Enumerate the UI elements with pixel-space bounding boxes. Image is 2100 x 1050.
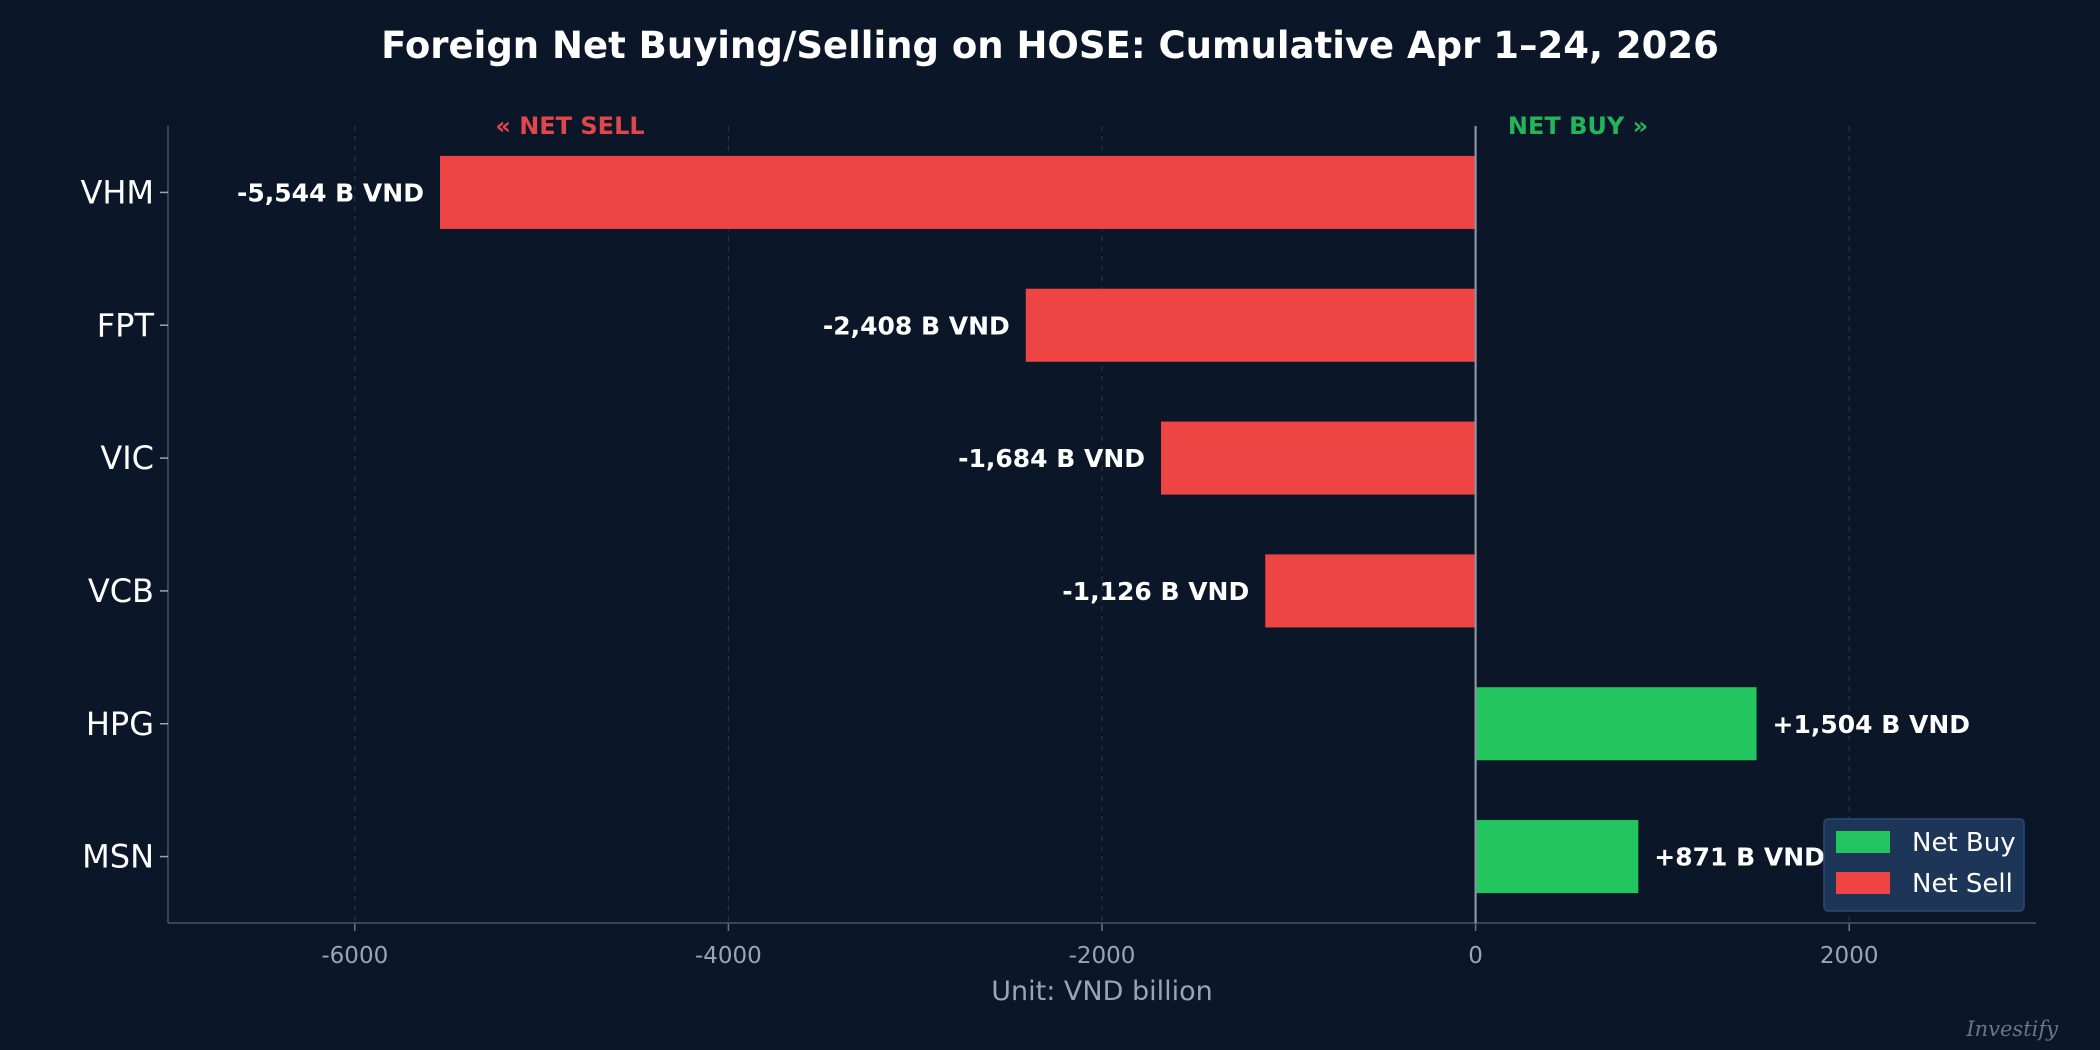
legend: Net Buy Net Sell [1823, 818, 2025, 912]
legend-swatch-net-buy [1836, 831, 1890, 853]
data-label-fpt: -2,408 B VND [823, 311, 1010, 340]
legend-label-net-sell: Net Sell [1912, 869, 2013, 899]
bar-msn [1475, 820, 1639, 894]
bar-hpg [1475, 687, 1757, 761]
watermark: Investify [1965, 1017, 2059, 1041]
bar-vcb [1265, 554, 1476, 628]
category-label-hpg: HPG [86, 705, 154, 743]
data-label-msn: +871 B VND [1654, 843, 1825, 872]
legend-swatch-net-sell [1836, 872, 1890, 894]
x-tick-label: -6000 [321, 943, 388, 969]
bar-vhm [439, 155, 1476, 229]
category-label-vcb: VCB [88, 572, 154, 610]
legend-label-net-buy: Net Buy [1912, 828, 2016, 858]
net-sell-annotation: « NET SELL [495, 112, 644, 140]
chart-title: Foreign Net Buying/Selling on HOSE: Cumu… [381, 24, 1719, 67]
category-label-vic: VIC [100, 439, 154, 477]
x-axis-title: Unit: VND billion [991, 976, 1212, 1007]
bar-vic [1161, 421, 1476, 495]
x-tick-label: -4000 [695, 943, 762, 969]
net-buy-annotation: NET BUY » [1508, 112, 1648, 140]
data-label-vhm: -5,544 B VND [237, 178, 424, 207]
category-label-vhm: VHM [80, 173, 154, 211]
data-label-vcb: -1,126 B VND [1062, 577, 1249, 606]
axes: -6000 -4000 -2000 0 2000 [160, 126, 2036, 969]
x-tick-label: 0 [1468, 943, 1483, 969]
x-tick-label: -2000 [1069, 943, 1136, 969]
bar-fpt [1025, 288, 1476, 362]
bars [439, 155, 1757, 894]
x-tick-label: 2000 [1820, 943, 1879, 969]
labels: VHM -5,544 B VND FPT -2,408 B VND VIC -1,684 … [80, 173, 1970, 875]
category-label-msn: MSN [82, 838, 154, 876]
data-label-vic: -1,684 B VND [958, 444, 1145, 473]
grid-lines [354, 126, 1850, 923]
data-label-hpg: +1,504 B VND [1773, 710, 1971, 739]
category-label-fpt: FPT [97, 306, 155, 344]
